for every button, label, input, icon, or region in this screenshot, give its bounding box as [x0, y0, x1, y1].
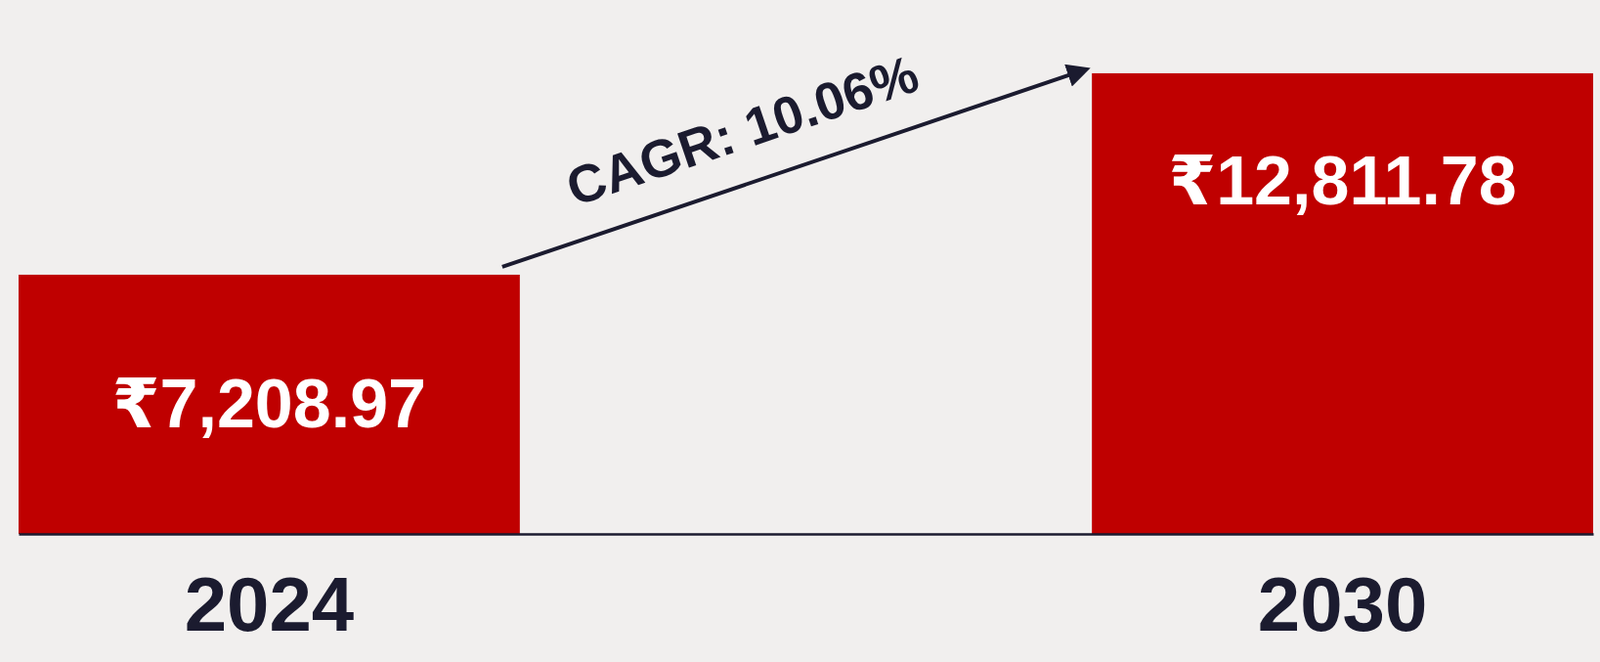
tick: 2024 — [184, 561, 355, 648]
bar — [1091, 73, 1594, 534]
data-label: ₹7,208.97 — [112, 365, 427, 442]
bars — [18, 73, 1594, 534]
x-axis-line — [19, 532, 1595, 536]
annotation: CAGR: 10.06% — [559, 43, 926, 217]
chart: 2024 2030 ₹7,208.97 ₹12,811.78 CAGR: 10.06% — [0, 0, 1600, 662]
tick-label: 2024 — [184, 561, 355, 648]
data-label: ₹12,811.78 — [1167, 142, 1516, 219]
background — [0, 0, 1600, 662]
data-labels: ₹7,208.97 ₹12,811.78 — [112, 142, 1517, 443]
tick-label: 2030 — [1257, 561, 1428, 648]
tick: 2030 — [1257, 561, 1428, 648]
x-axis: 2024 2030 — [19, 534, 1595, 649]
bar — [18, 274, 520, 534]
